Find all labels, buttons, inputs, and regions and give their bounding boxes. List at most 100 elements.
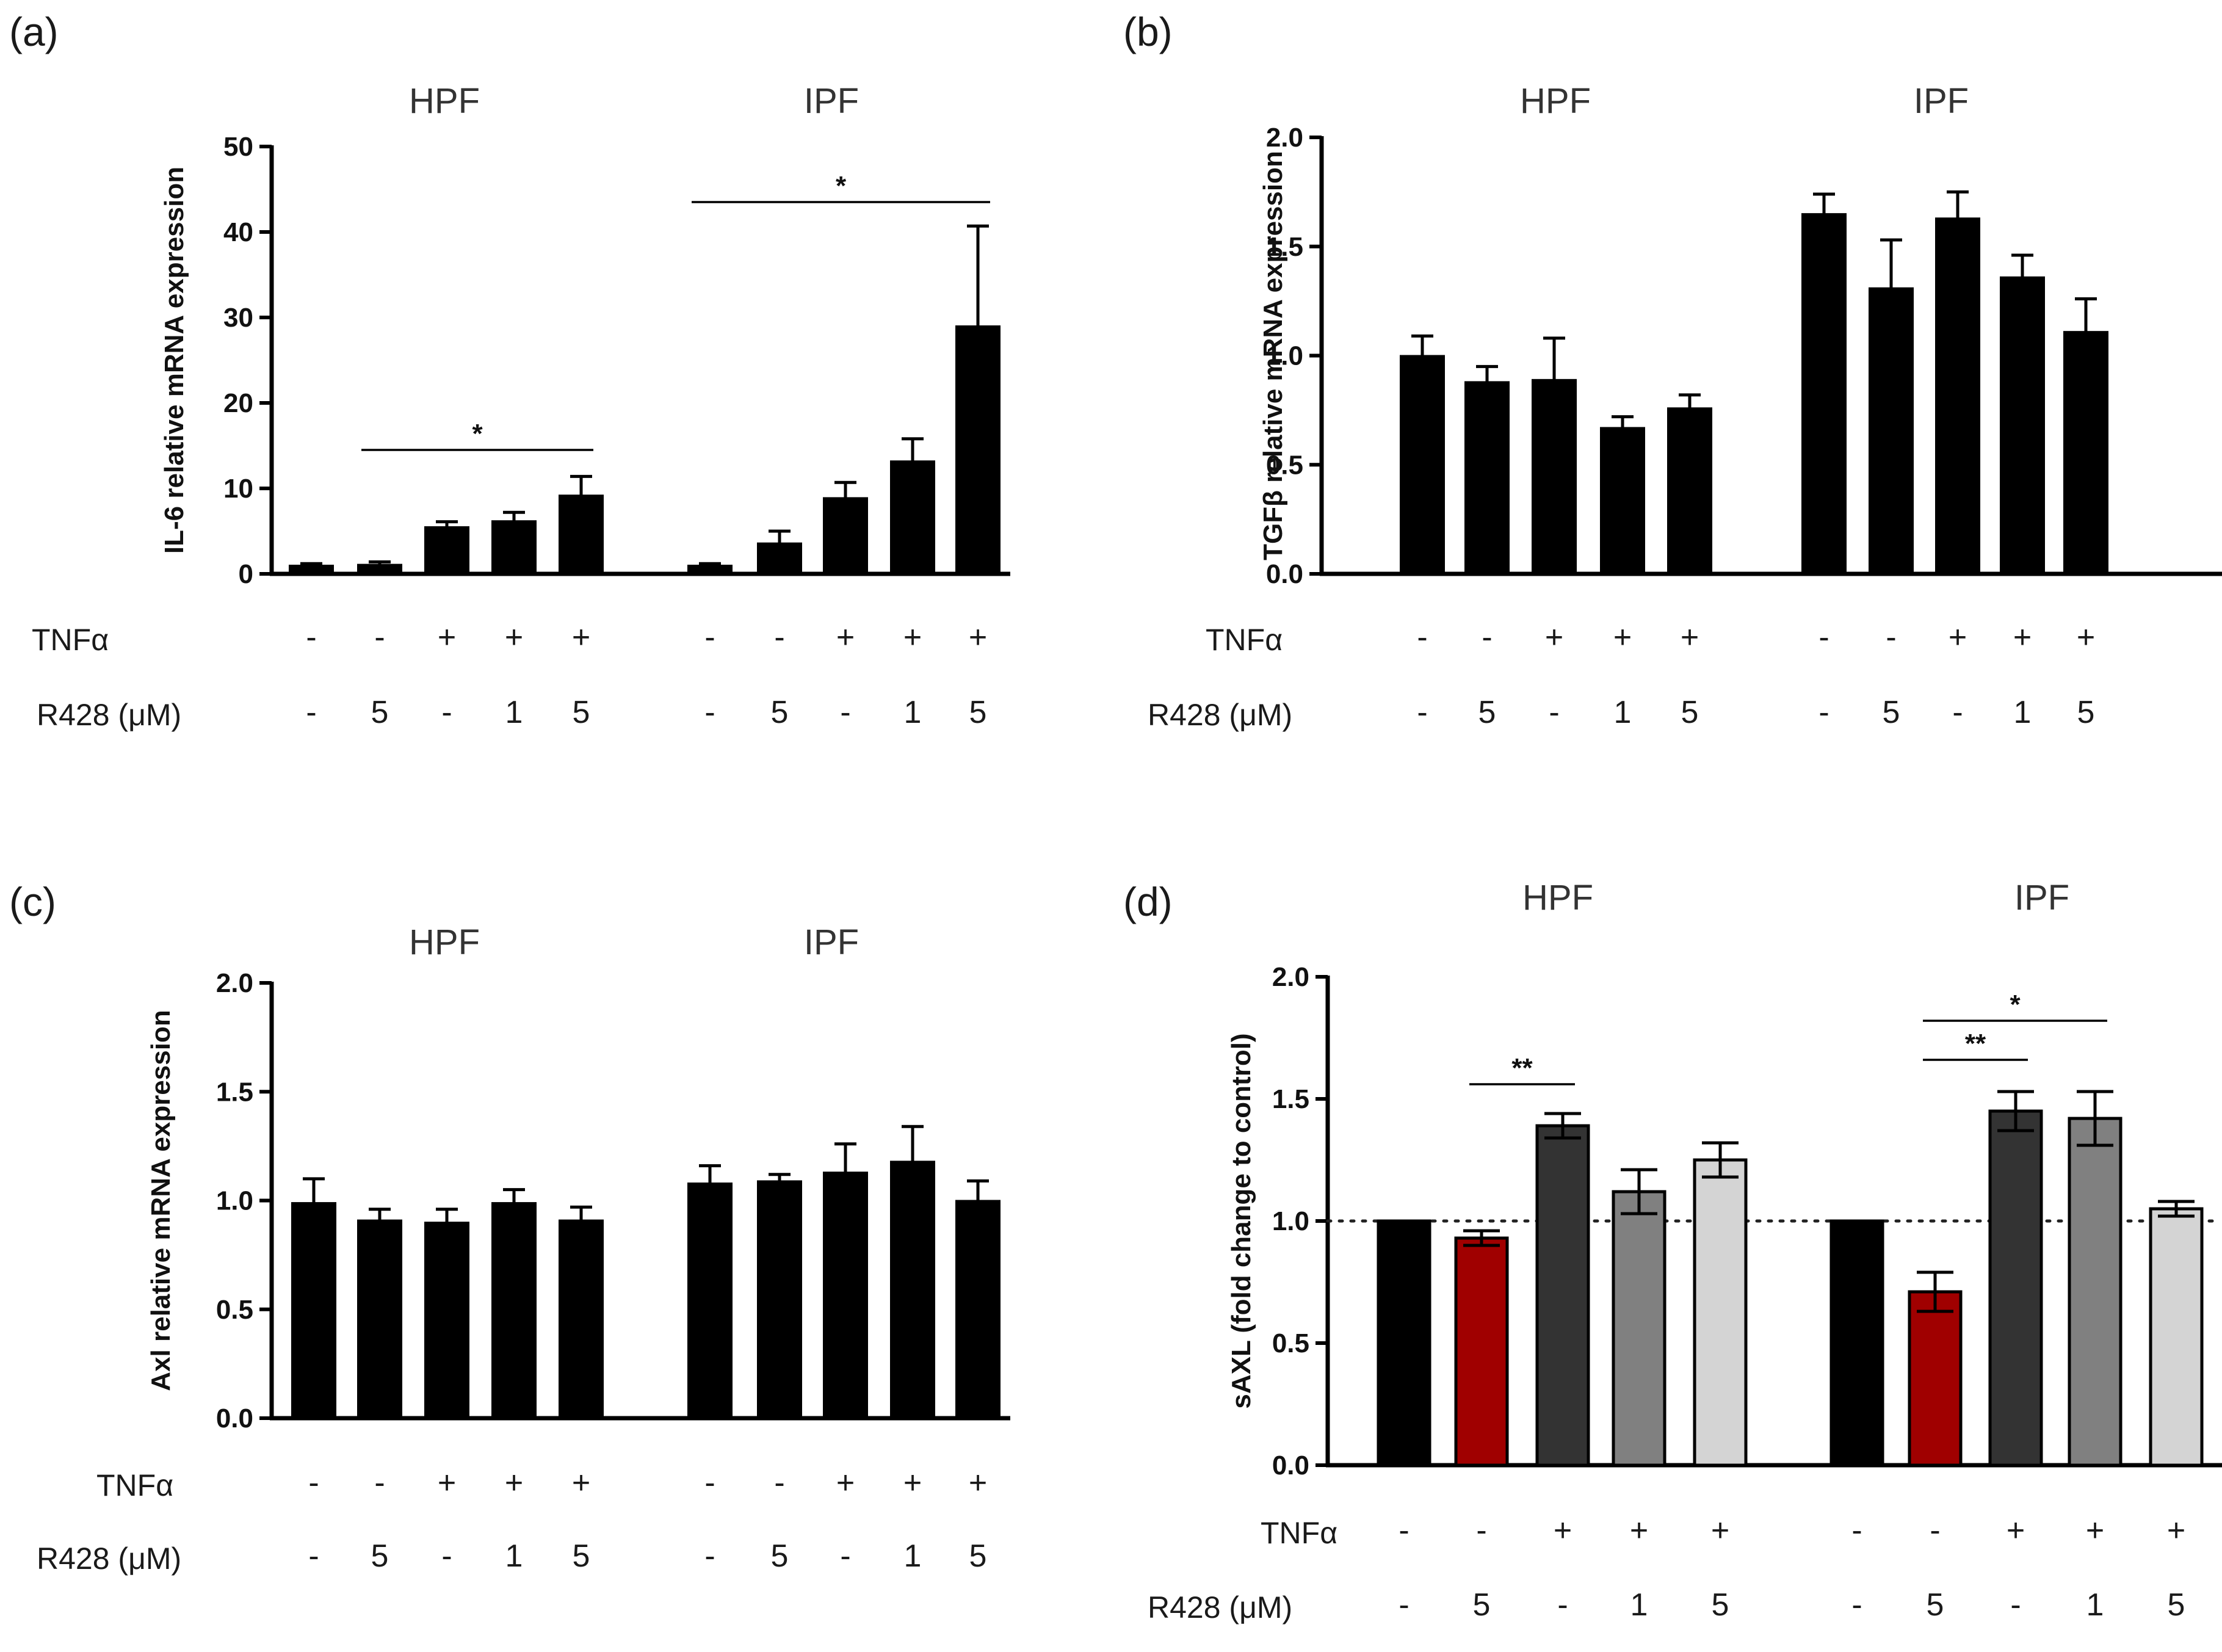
treatment-value: -: [374, 620, 385, 655]
treatment-value: -: [1851, 1587, 1862, 1623]
tnf-alpha-row-label: TNFα: [1206, 623, 1283, 657]
bar-hpf-3: [1600, 427, 1645, 574]
treatment-value: 5: [1927, 1587, 1944, 1623]
treatment-value: -: [704, 1465, 715, 1501]
treatment-value: 5: [1473, 1587, 1491, 1623]
y-tick-label: 0.0: [1266, 559, 1303, 589]
treatment-value: +: [438, 620, 456, 655]
group-label-ipf: IPF: [804, 922, 859, 962]
y-axis-label: sAXL (fold change to control): [1226, 1033, 1256, 1408]
treatment-value: +: [572, 1465, 590, 1501]
y-axis-label: Axl relative mRNA expression: [146, 1010, 176, 1391]
treatment-value: 5: [1478, 695, 1496, 730]
treatment-value: +: [969, 1465, 987, 1501]
bar-hpf-2: [424, 526, 469, 574]
treatment-value: -: [1851, 1513, 1862, 1548]
bar-ipf-2: [823, 497, 868, 575]
y-tick-label: 20: [223, 388, 253, 418]
group-label-ipf: IPF: [804, 81, 859, 121]
treatment-value: -: [1399, 1513, 1409, 1548]
significance-label: **: [1965, 1029, 1986, 1059]
treatment-value: -: [306, 695, 316, 730]
panel-label: (a): [9, 9, 59, 54]
treatment-value: -: [1482, 620, 1492, 655]
bar-ipf-1: [1908, 1290, 1963, 1467]
bar-hpf-1: [1454, 1236, 1509, 1467]
treatment-value: +: [505, 620, 523, 655]
bar-hpf-4: [1667, 407, 1712, 574]
treatment-value: -: [840, 695, 850, 730]
panel-label: (d): [1123, 879, 1173, 924]
treatment-value: 5: [371, 1538, 389, 1574]
bar-hpf-0: [289, 565, 334, 574]
treatment-value: -: [441, 1538, 452, 1574]
bar-hpf-2: [1535, 1124, 1590, 1467]
treatment-value: 1: [904, 1538, 922, 1574]
treatment-value: 1: [1630, 1587, 1648, 1623]
tnf-alpha-row-label: TNFα: [96, 1468, 173, 1502]
bar-ipf-0: [1801, 213, 1847, 574]
treatment-value: -: [1818, 620, 1829, 655]
r428-row-label: R428 (μM): [1148, 698, 1292, 732]
bar-hpf-3: [491, 520, 537, 575]
chart-panel-0: (a) HPF IPF IL-6 relative mRNA expression 0 1…: [9, 9, 1010, 732]
bar-ipf-1: [757, 542, 802, 574]
treatment-value: -: [1930, 1513, 1940, 1548]
chart-panel-1: (b) HPF IPF TGFβ relative mRNA expression0.…: [1123, 9, 2222, 732]
treatment-value: +: [903, 620, 922, 655]
treatment-value: +: [2167, 1513, 2185, 1548]
r428-row-label: R428 (μM): [37, 1542, 181, 1576]
y-tick-label: 1.0: [1272, 1206, 1309, 1236]
treatment-value: -: [308, 1465, 319, 1501]
y-tick-label: 1.5: [216, 1077, 253, 1107]
treatment-value: -: [704, 620, 715, 655]
treatment-value: -: [774, 1465, 784, 1501]
treatment-value: 5: [2077, 695, 2095, 730]
bar-hpf-2: [1532, 379, 1577, 574]
treatment-value: 5: [771, 695, 789, 730]
bar-ipf-1: [1869, 287, 1914, 574]
bar-hpf-2: [424, 1222, 469, 1419]
treatment-value: -: [1399, 1587, 1409, 1623]
bar-ipf-0: [687, 565, 733, 574]
bar-hpf-0: [291, 1202, 336, 1419]
y-axis-label: IL-6 relative mRNA expression: [159, 167, 189, 554]
bar-hpf-0: [1377, 1219, 1431, 1467]
y-tick-label: 2.0: [1266, 123, 1303, 153]
treatment-value: -: [704, 695, 715, 730]
treatment-value: 5: [1712, 1587, 1729, 1623]
treatment-value: +: [1949, 620, 1967, 655]
group-label-hpf: HPF: [1522, 878, 1593, 918]
bar-ipf-3: [2000, 276, 2045, 574]
treatment-value: +: [438, 1465, 456, 1501]
treatment-value: +: [572, 620, 590, 655]
treatment-value: 5: [969, 695, 987, 730]
bar-ipf-1: [757, 1180, 802, 1419]
y-tick-label: 10: [223, 474, 253, 504]
treatment-value: -: [1417, 695, 1427, 730]
group-label-ipf: IPF: [2014, 878, 2069, 918]
treatment-value: +: [1681, 620, 1699, 655]
treatment-value: 5: [1681, 695, 1699, 730]
group-label-hpf: HPF: [1520, 81, 1591, 121]
bar-ipf-2: [1988, 1109, 2043, 1467]
tnf-alpha-row-label: TNFα: [1261, 1516, 1337, 1550]
bar-ipf-4: [955, 325, 1001, 574]
y-tick-label: 30: [223, 303, 253, 333]
treatment-value: -: [1886, 620, 1896, 655]
y-tick-label: 2.0: [1272, 962, 1309, 992]
bar-ipf-0: [1829, 1219, 1884, 1467]
treatment-value: +: [505, 1465, 523, 1501]
treatment-value: +: [1711, 1513, 1729, 1548]
panel-label: (b): [1123, 9, 1173, 54]
treatment-value: +: [1554, 1513, 1572, 1548]
significance-label: *: [836, 171, 847, 201]
r428-row-label: R428 (μM): [37, 698, 181, 732]
y-tick-label: 0.5: [1272, 1328, 1309, 1358]
treatment-value: +: [1613, 620, 1632, 655]
bar-hpf-4: [559, 495, 604, 575]
treatment-value: -: [1549, 695, 1559, 730]
bar-hpf-4: [1693, 1158, 1748, 1467]
group-label-ipf: IPF: [1914, 81, 1969, 121]
treatment-value: 1: [2086, 1587, 2104, 1623]
